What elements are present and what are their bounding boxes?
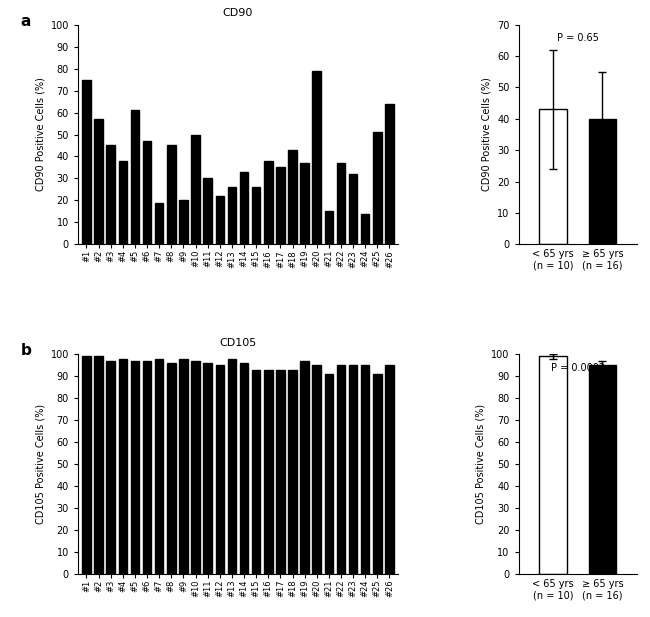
Bar <box>155 358 163 574</box>
Bar <box>107 146 115 244</box>
Bar <box>94 357 103 574</box>
Bar <box>107 361 115 574</box>
Bar <box>288 150 297 244</box>
Bar <box>589 365 616 574</box>
Bar <box>276 167 285 244</box>
Bar <box>337 365 345 574</box>
Bar <box>227 358 236 574</box>
Bar <box>373 374 382 574</box>
Bar <box>240 363 248 574</box>
Bar <box>300 361 309 574</box>
Bar <box>300 163 309 244</box>
Bar <box>83 357 91 574</box>
Bar <box>361 365 369 574</box>
Bar <box>216 196 224 244</box>
Title: CD105: CD105 <box>219 338 257 348</box>
Title: CD90: CD90 <box>223 9 253 19</box>
Bar <box>179 201 188 244</box>
Bar <box>361 213 369 244</box>
Bar <box>540 109 567 244</box>
Y-axis label: CD105 Positive Cells (%): CD105 Positive Cells (%) <box>35 404 45 524</box>
Bar <box>167 146 176 244</box>
Bar <box>94 119 103 244</box>
Bar <box>324 212 333 244</box>
Text: P = 0.65: P = 0.65 <box>557 33 599 43</box>
Bar <box>203 178 212 244</box>
Y-axis label: CD90 Positive Cells (%): CD90 Positive Cells (%) <box>35 78 45 191</box>
Bar <box>324 374 333 574</box>
Bar <box>240 172 248 244</box>
Bar <box>385 365 394 574</box>
Bar <box>167 363 176 574</box>
Bar <box>252 370 261 574</box>
Y-axis label: CD90 Positive Cells (%): CD90 Positive Cells (%) <box>482 78 491 191</box>
Text: P = 0.0002: P = 0.0002 <box>551 363 604 373</box>
Bar <box>349 174 358 244</box>
Bar <box>118 358 127 574</box>
Bar <box>179 358 188 574</box>
Bar <box>313 365 321 574</box>
Bar <box>83 80 91 244</box>
Bar <box>155 202 163 244</box>
Bar <box>227 187 236 244</box>
Bar <box>349 365 358 574</box>
Bar <box>385 104 394 244</box>
Bar <box>216 365 224 574</box>
Bar <box>264 370 272 574</box>
Bar <box>131 110 139 244</box>
Bar <box>191 135 200 244</box>
Bar <box>203 363 212 574</box>
Bar <box>118 161 127 244</box>
Bar <box>143 361 151 574</box>
Bar <box>131 361 139 574</box>
Bar <box>264 161 272 244</box>
Bar <box>143 141 151 244</box>
Bar <box>252 187 261 244</box>
Bar <box>337 163 345 244</box>
Y-axis label: CD105 Positive Cells (%): CD105 Positive Cells (%) <box>476 404 486 524</box>
Bar <box>373 132 382 244</box>
Text: b: b <box>20 343 31 358</box>
Bar <box>191 361 200 574</box>
Bar <box>313 71 321 244</box>
Bar <box>288 370 297 574</box>
Text: a: a <box>20 14 31 29</box>
Bar <box>276 370 285 574</box>
Bar <box>589 119 616 244</box>
Bar <box>540 357 567 574</box>
